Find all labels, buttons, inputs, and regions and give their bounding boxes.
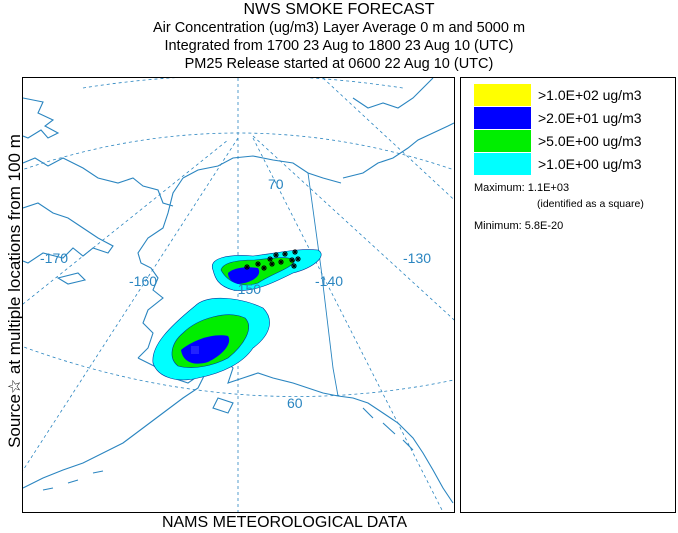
lon-label-130: -130 — [403, 250, 431, 266]
legend-label-4: >1.0E+00 ug/m3 — [538, 156, 642, 172]
lat-line-80 — [82, 78, 404, 89]
maximum-value: Maximum: 1.1E+03 — [474, 182, 570, 194]
legend-swatch-1 — [474, 84, 531, 106]
graticule-labels: -170 -160 -150 -140 -130 70 60 — [40, 176, 431, 411]
border — [307, 172, 339, 397]
smoke-map[interactable]: -170 -160 -150 -140 -130 70 60 — [23, 78, 454, 512]
legend-swatch-3 — [474, 130, 531, 152]
forecast-title: NWS SMOKE FORECAST — [243, 1, 435, 18]
legend-swatch-4 — [474, 153, 531, 175]
legend-swatch-2 — [474, 107, 531, 129]
concentration-subtitle: Air Concentration (ug/m3) Layer Average … — [152, 20, 526, 36]
lon-line-160 — [23, 137, 239, 472]
lon-line-140 — [252, 137, 444, 512]
graticule — [23, 78, 454, 512]
smoke-plume-north — [211, 249, 322, 291]
minimum-value: Minimum: 5.8E-20 — [474, 220, 564, 232]
smoke-plume-south — [152, 297, 270, 381]
legend-label-2: >2.0E+01 ug/m3 — [538, 110, 642, 126]
lon-line-130 — [252, 135, 454, 321]
lon-label-140: -140 — [315, 273, 343, 289]
legend-label-3: >5.0E+00 ug/m3 — [538, 133, 642, 149]
integration-period: Integrated from 1700 23 Aug to 1800 23 A… — [164, 38, 514, 54]
lat-line-70 — [23, 132, 454, 171]
legend-label-1: >1.0E+02 ug/m3 — [538, 87, 642, 103]
lon-line-170 — [23, 139, 229, 305]
lat-label-70: 70 — [268, 176, 284, 192]
lon-line-120 — [322, 78, 454, 201]
map-panel[interactable]: -170 -160 -150 -140 -130 70 60 — [22, 77, 455, 513]
maximum-note: (identified as a square) — [537, 198, 644, 210]
lon-label-150: -150 — [233, 281, 261, 297]
lon-label-170: -170 — [40, 250, 68, 266]
lon-label-160: -160 — [129, 273, 157, 289]
lat-label-60: 60 — [287, 395, 303, 411]
source-markers — [244, 249, 301, 271]
meteorological-data-label: NAMS METEOROLOGICAL DATA — [161, 514, 408, 531]
legend-panel: >1.0E+02 ug/m3 >2.0E+01 ug/m3 >5.0E+00 u… — [460, 77, 676, 513]
release-start: PM25 Release started at 0600 22 Aug 10 (… — [184, 56, 494, 72]
